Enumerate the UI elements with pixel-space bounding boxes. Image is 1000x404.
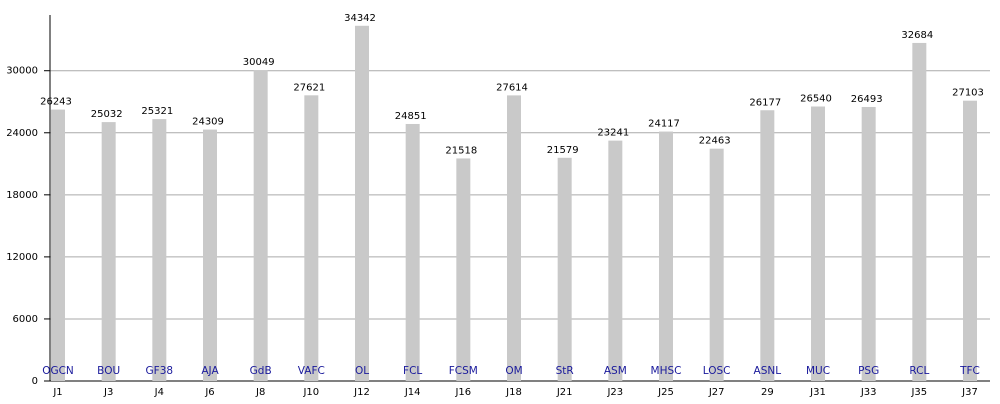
bar	[507, 95, 521, 382]
value-label: 23241	[597, 128, 629, 139]
value-label: 27621	[293, 82, 325, 93]
team-label: OL	[355, 365, 369, 377]
x-tick-label: J35	[910, 387, 927, 398]
team-label: FCSM	[449, 365, 478, 377]
team-label: OM	[505, 365, 522, 377]
value-label: 25321	[141, 106, 173, 117]
x-tick-label: J4	[154, 387, 164, 398]
team-label: PSG	[858, 365, 879, 377]
bar	[709, 148, 724, 381]
x-tick-label: J37	[961, 387, 978, 398]
team-label: StR	[556, 365, 574, 377]
value-label: 24851	[395, 111, 427, 122]
x-tick-label: J8	[255, 387, 265, 398]
bar	[152, 119, 167, 381]
x-tick-label: J10	[302, 387, 319, 398]
bar	[304, 95, 319, 381]
x-tick-label: J27	[708, 387, 725, 398]
team-label: TFC	[959, 365, 980, 377]
x-tick-label: J23	[606, 387, 623, 398]
team-label: FCL	[403, 365, 422, 377]
x-tick-label: J12	[353, 387, 370, 398]
y-tick-label: 0	[32, 376, 38, 387]
team-label: AJA	[201, 365, 219, 377]
x-tick-label: J1	[52, 387, 62, 398]
y-tick-label: 30000	[6, 66, 38, 77]
value-label: 27103	[952, 88, 984, 99]
y-tick-label: 6000	[13, 314, 38, 325]
x-tick-label: J3	[103, 387, 113, 398]
x-tick-label: J31	[809, 387, 826, 398]
x-tick-label: J6	[204, 387, 214, 398]
y-tick-label: 12000	[6, 252, 38, 263]
team-label: ASM	[604, 365, 627, 377]
value-label: 32684	[901, 30, 933, 41]
bar	[51, 109, 65, 382]
team-label: RCL	[909, 365, 929, 377]
value-label: 26493	[851, 94, 883, 105]
y-tick-label: 24000	[6, 128, 38, 139]
x-tick-label: J21	[556, 387, 573, 398]
bar	[963, 100, 977, 381]
team-label: GdB	[250, 365, 272, 377]
value-label: 26243	[40, 97, 72, 108]
bar	[760, 110, 775, 381]
bar	[659, 131, 673, 381]
bar	[253, 70, 268, 381]
value-label: 21518	[445, 145, 477, 156]
team-label: MUC	[806, 365, 830, 377]
value-label: 27614	[496, 82, 528, 93]
y-tick-label: 18000	[6, 190, 38, 201]
bar	[203, 129, 217, 381]
value-label: 34342	[344, 13, 376, 24]
value-label: 26540	[800, 94, 832, 105]
value-label: 30049	[243, 57, 275, 68]
team-label: ASNL	[754, 365, 782, 377]
bar	[456, 158, 471, 381]
team-label: LOSC	[703, 365, 731, 377]
team-label: MHSC	[651, 365, 682, 377]
x-tick-label: J16	[454, 387, 471, 398]
value-label: 21579	[547, 145, 579, 156]
team-label: GF38	[146, 365, 174, 377]
x-tick-label: J25	[657, 387, 674, 398]
x-tick-label: J33	[860, 387, 877, 398]
bar	[557, 157, 572, 381]
value-label: 25032	[91, 109, 123, 120]
team-label: VAFC	[298, 365, 325, 377]
value-label: 24117	[648, 119, 680, 130]
bar	[101, 122, 116, 382]
bar	[811, 106, 825, 381]
bar	[405, 123, 420, 381]
bar	[355, 25, 369, 381]
value-label: 24309	[192, 117, 224, 128]
x-tick-label: J18	[505, 387, 522, 398]
x-tick-label: 29	[761, 387, 774, 398]
bar	[912, 42, 927, 382]
value-label: 22463	[699, 136, 731, 147]
bar	[608, 140, 623, 381]
bar	[861, 106, 876, 381]
team-label: BOU	[97, 365, 120, 377]
team-label: OGCN	[42, 365, 74, 377]
value-label: 26177	[749, 97, 781, 108]
x-tick-label: J14	[404, 387, 421, 398]
